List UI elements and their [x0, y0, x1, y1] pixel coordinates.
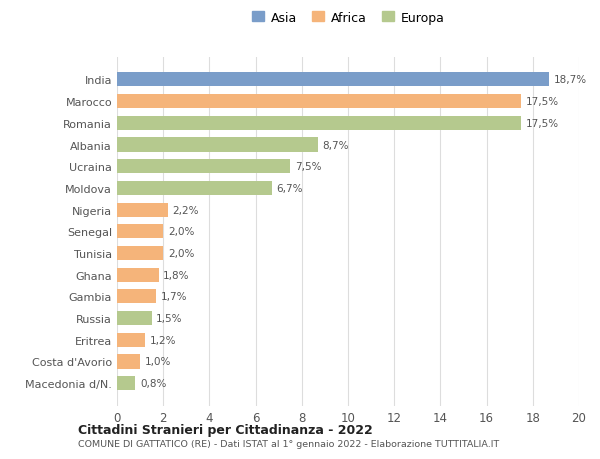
Text: 17,5%: 17,5% [526, 118, 559, 129]
Text: 17,5%: 17,5% [526, 97, 559, 107]
Bar [117, 225, 163, 239]
Bar [117, 376, 136, 390]
Text: 6,7%: 6,7% [277, 184, 303, 194]
Text: 1,2%: 1,2% [149, 335, 176, 345]
Text: 1,0%: 1,0% [145, 357, 171, 367]
Bar [117, 181, 272, 196]
Text: 2,0%: 2,0% [168, 227, 194, 237]
Text: 8,7%: 8,7% [323, 140, 349, 150]
Text: 7,5%: 7,5% [295, 162, 322, 172]
Bar [117, 203, 168, 217]
Bar [117, 355, 140, 369]
Text: 2,0%: 2,0% [168, 248, 194, 258]
Bar [117, 333, 145, 347]
Bar [117, 117, 521, 131]
Text: 1,8%: 1,8% [163, 270, 190, 280]
Text: 1,5%: 1,5% [156, 313, 183, 324]
Text: Cittadini Stranieri per Cittadinanza - 2022: Cittadini Stranieri per Cittadinanza - 2… [78, 423, 373, 436]
Bar [117, 138, 318, 152]
Bar [117, 268, 158, 282]
Text: 18,7%: 18,7% [554, 75, 587, 85]
Legend: Asia, Africa, Europa: Asia, Africa, Europa [248, 8, 448, 28]
Bar [117, 290, 156, 304]
Bar [117, 311, 152, 325]
Bar [117, 95, 521, 109]
Bar [117, 246, 163, 260]
Bar [117, 160, 290, 174]
Text: 2,2%: 2,2% [172, 205, 199, 215]
Text: 1,7%: 1,7% [161, 292, 187, 302]
Bar [117, 73, 549, 87]
Text: COMUNE DI GATTATICO (RE) - Dati ISTAT al 1° gennaio 2022 - Elaborazione TUTTITAL: COMUNE DI GATTATICO (RE) - Dati ISTAT al… [78, 439, 499, 448]
Text: 0,8%: 0,8% [140, 378, 166, 388]
